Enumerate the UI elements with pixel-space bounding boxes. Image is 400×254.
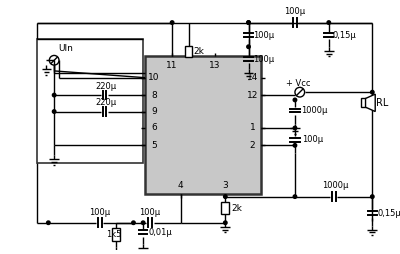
Circle shape xyxy=(247,21,250,24)
Circle shape xyxy=(170,21,174,24)
Text: 220μ: 220μ xyxy=(96,82,117,91)
Text: 8: 8 xyxy=(151,91,157,100)
Circle shape xyxy=(293,144,297,147)
Circle shape xyxy=(327,21,330,24)
Circle shape xyxy=(224,195,227,198)
Text: 100μ: 100μ xyxy=(254,55,274,64)
Text: 100μ: 100μ xyxy=(254,31,274,40)
Text: 2: 2 xyxy=(250,141,255,150)
Text: 0,01μ: 0,01μ xyxy=(149,228,172,237)
Circle shape xyxy=(293,98,297,102)
Text: 100μ: 100μ xyxy=(139,208,160,217)
Text: 6: 6 xyxy=(151,123,157,133)
Text: 100μ: 100μ xyxy=(89,208,110,217)
Circle shape xyxy=(370,195,374,198)
Bar xyxy=(112,228,120,241)
Text: 10: 10 xyxy=(148,73,160,82)
Bar xyxy=(222,202,229,214)
Text: 1: 1 xyxy=(250,123,255,133)
Bar xyxy=(145,56,261,194)
Text: 1k5: 1k5 xyxy=(106,230,122,239)
Text: 2k: 2k xyxy=(194,47,205,56)
Text: 11: 11 xyxy=(166,61,178,70)
Circle shape xyxy=(370,90,374,94)
Text: 1000μ: 1000μ xyxy=(301,106,328,115)
Circle shape xyxy=(224,221,227,225)
Text: RL: RL xyxy=(376,98,388,108)
Text: + Vcc: + Vcc xyxy=(286,79,310,88)
Text: 9: 9 xyxy=(151,107,157,116)
Polygon shape xyxy=(366,94,375,112)
Text: 220μ: 220μ xyxy=(96,98,117,107)
Text: 2k: 2k xyxy=(232,204,242,213)
Text: 0,15μ: 0,15μ xyxy=(378,209,400,218)
Circle shape xyxy=(293,126,297,130)
Text: 5: 5 xyxy=(151,141,157,150)
Text: 4: 4 xyxy=(178,181,184,189)
Circle shape xyxy=(132,221,135,225)
Text: UIn: UIn xyxy=(58,44,73,53)
Circle shape xyxy=(52,110,56,113)
Text: 3: 3 xyxy=(222,181,228,189)
Text: 13: 13 xyxy=(209,61,220,70)
Text: 100μ: 100μ xyxy=(302,135,323,144)
Circle shape xyxy=(247,21,250,24)
Text: 14: 14 xyxy=(247,73,258,82)
Text: 1000μ: 1000μ xyxy=(322,182,349,190)
Text: 0,15μ: 0,15μ xyxy=(332,31,356,40)
Text: 100μ: 100μ xyxy=(284,7,306,17)
Circle shape xyxy=(52,93,56,97)
Circle shape xyxy=(141,221,145,225)
Text: 12: 12 xyxy=(247,91,258,100)
Bar xyxy=(185,46,192,57)
Circle shape xyxy=(247,45,250,49)
Circle shape xyxy=(47,221,50,225)
Bar xyxy=(361,99,366,107)
Bar xyxy=(37,39,143,163)
Circle shape xyxy=(293,195,297,198)
